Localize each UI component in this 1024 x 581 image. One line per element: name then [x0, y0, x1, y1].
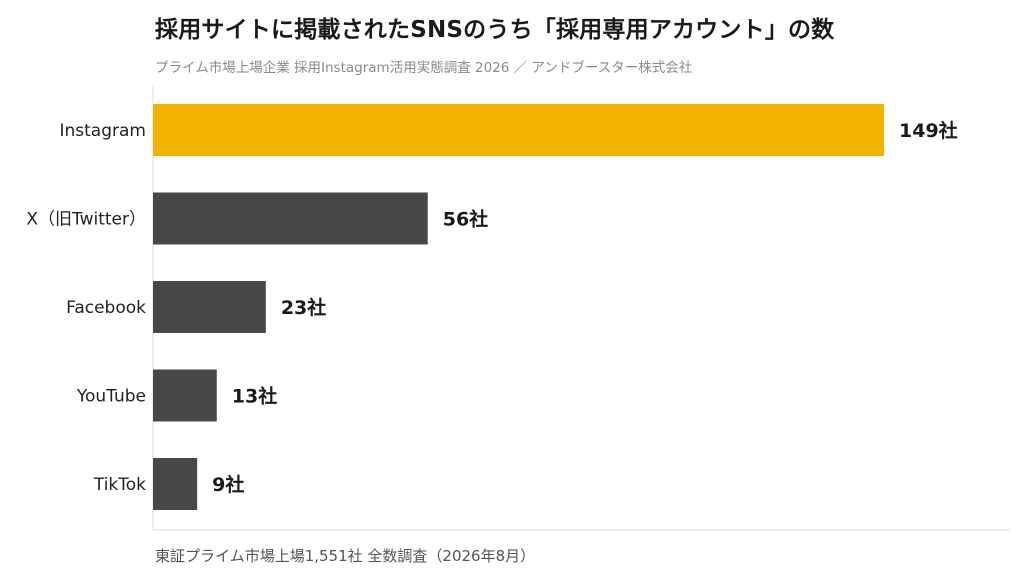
value-label-3: 13社: [232, 385, 277, 408]
chart-title: 採用サイトに掲載されたSNSのうち「採用専用アカウント」の数: [155, 17, 835, 43]
category-label-4: TikTok: [93, 475, 146, 495]
value-label-0: 149社: [899, 119, 958, 142]
bar-0: [153, 104, 884, 156]
footnote: 東証プライム市場上場1,551社 全数調査（2026年8月）: [155, 547, 536, 565]
category-label-3: YouTube: [76, 387, 146, 407]
category-label-0: Instagram: [60, 121, 147, 141]
category-label-1: X（旧Twitter）: [26, 210, 146, 230]
bar-2: [153, 281, 266, 333]
bar-1: [153, 192, 428, 245]
bar-4: [153, 458, 198, 510]
value-label-1: 56社: [443, 208, 488, 231]
bar-3: [153, 369, 217, 422]
value-label-4: 9社: [212, 473, 244, 496]
category-label-2: Facebook: [66, 298, 146, 318]
value-label-2: 23社: [281, 296, 326, 319]
chart-subtitle: プライム市場上場企業 採用Instagram活用実態調査 2026 ／ アンドブ…: [155, 60, 693, 76]
